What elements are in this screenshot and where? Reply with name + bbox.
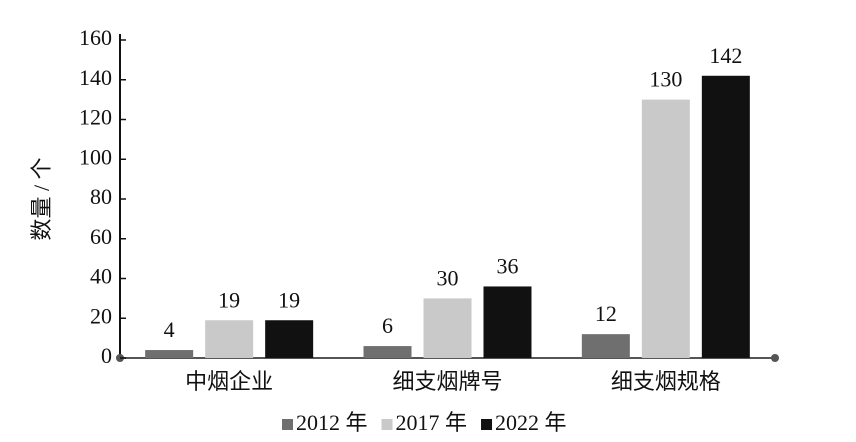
y-tick-label: 120 xyxy=(79,105,112,130)
y-axis-label: 数量 / 个 xyxy=(29,157,54,240)
x-tick-label: 细支烟规格 xyxy=(611,369,721,394)
bar xyxy=(265,320,314,358)
y-tick-label: 40 xyxy=(90,264,112,289)
bar xyxy=(363,346,412,358)
value-label: 36 xyxy=(497,253,519,278)
bar xyxy=(581,334,630,358)
axis-end xyxy=(771,354,779,362)
bar xyxy=(145,350,194,358)
y-tick-label: 160 xyxy=(79,25,112,50)
legend-label: 2022 年 xyxy=(495,410,567,435)
value-label: 19 xyxy=(218,287,240,312)
value-label: 6 xyxy=(382,313,393,338)
legend-swatch xyxy=(282,419,293,430)
y-tick-label: 20 xyxy=(90,303,112,328)
x-tick-label: 中烟企业 xyxy=(185,369,273,394)
x-tick-label: 细支烟牌号 xyxy=(392,369,502,394)
value-label: 4 xyxy=(164,317,175,342)
value-label: 30 xyxy=(437,265,459,290)
legend-label: 2012 年 xyxy=(296,410,368,435)
y-tick-label: 100 xyxy=(79,144,112,169)
bar xyxy=(483,286,532,358)
bar xyxy=(701,75,750,359)
value-label: 130 xyxy=(649,67,682,92)
y-tick-label: 60 xyxy=(90,224,112,249)
value-label: 19 xyxy=(278,287,300,312)
y-tick-label: 140 xyxy=(79,65,112,90)
legend-label: 2017 年 xyxy=(396,410,468,435)
bar xyxy=(641,99,690,358)
value-label: 142 xyxy=(709,43,742,68)
bar xyxy=(423,298,472,358)
y-tick-label: 0 xyxy=(101,343,112,368)
legend-swatch xyxy=(481,419,493,430)
legend-swatch xyxy=(381,419,393,430)
value-label: 12 xyxy=(595,301,617,326)
y-tick-label: 80 xyxy=(90,184,112,209)
bar xyxy=(205,320,254,358)
